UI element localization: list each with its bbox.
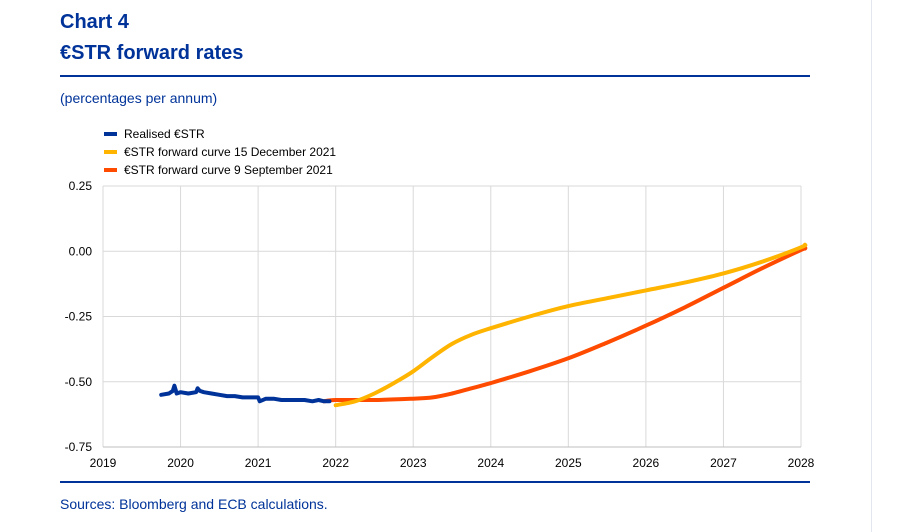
grid (102, 185, 802, 448)
unit-note: (percentages per annum) (60, 90, 218, 106)
x-tick-label: 2026 (633, 456, 660, 470)
y-tick-label: -0.75 (65, 440, 93, 454)
chart-title: €STR forward rates (60, 42, 244, 64)
x-tick-label: 2028 (788, 456, 815, 470)
x-tick-label: 2024 (477, 456, 504, 470)
footer-divider (60, 481, 810, 483)
x-tick-label: 2022 (322, 456, 349, 470)
source-note: Sources: Bloomberg and ECB calculations. (60, 496, 328, 512)
series-line-september-curve (159, 383, 332, 404)
y-tick-label: -0.25 (65, 310, 93, 324)
legend: Realised €STR €STR forward curve 15 Decem… (104, 127, 336, 177)
x-tick-label: 2027 (710, 456, 737, 470)
chart-number: Chart 4 (60, 11, 129, 33)
series-lines (159, 242, 808, 408)
x-tick-label: 2019 (90, 456, 117, 470)
axes: 0.25 0.00 -0.25 -0.50 -0.75 2019 2020 2021 2022 2… (65, 179, 815, 470)
y-tick-label: 0.25 (69, 179, 93, 193)
y-tick-label: -0.50 (65, 375, 93, 389)
header-divider (60, 75, 810, 77)
series-line-realised (322, 246, 808, 404)
page-edge-rule (871, 0, 872, 532)
x-tick-label: 2023 (400, 456, 427, 470)
y-tick-label: 0.00 (69, 244, 93, 258)
x-tick-label: 2025 (555, 456, 582, 470)
x-tick-label: 2020 (167, 456, 194, 470)
x-tick-label: 2021 (245, 456, 272, 470)
legend-item-september-curve-label: €STR forward curve 9 September 2021 (124, 163, 333, 177)
legend-item-realised-label: Realised €STR (124, 127, 205, 141)
legend-item-december-curve-label: €STR forward curve 15 December 2021 (124, 145, 336, 159)
series-line-december-curve (333, 242, 808, 408)
